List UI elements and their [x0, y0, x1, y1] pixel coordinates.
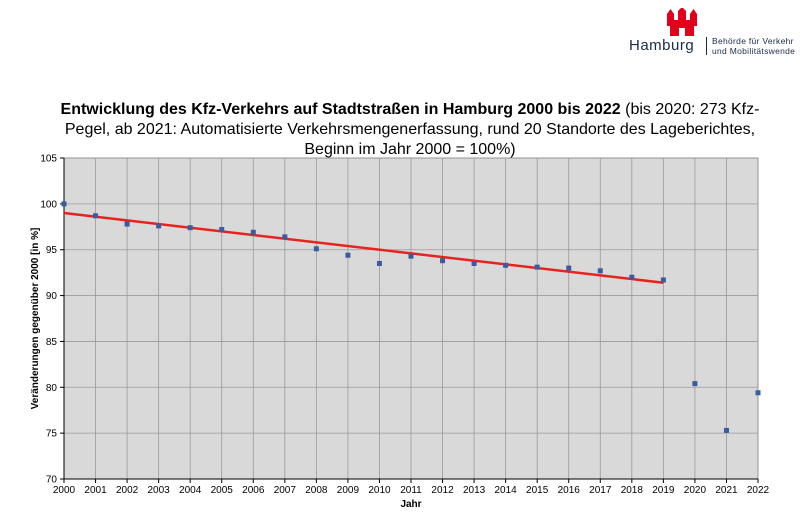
trendline-segment	[63, 211, 664, 284]
x-tick-label: 2002	[116, 485, 139, 496]
y-tick-label: 100	[40, 199, 57, 210]
y-tick-label: 80	[46, 383, 58, 394]
hamburg-castle-icon	[667, 8, 697, 36]
data-point-2020	[692, 381, 698, 387]
x-tick-label: 2018	[621, 485, 644, 496]
data-point-2015	[534, 264, 540, 270]
data-point-2012	[440, 258, 446, 264]
x-tick-label: 2010	[368, 485, 391, 496]
y-tick-label: 75	[46, 429, 58, 440]
y-tick-label: 95	[46, 245, 58, 256]
data-point-2001	[93, 213, 99, 219]
chart-title-bold: Entwicklung des Kfz-Verkehrs auf Stadtst…	[60, 101, 621, 118]
x-axis: 2000 2001 2002 2003 2004 2005 2006 2007 2008 2009…	[53, 478, 770, 496]
y-tick-label: 90	[46, 291, 58, 302]
data-point-2016	[566, 265, 572, 271]
chart-title: Entwicklung des Kfz-Verkehrs auf Stadtst…	[60, 100, 760, 160]
y-tick-label: 85	[46, 337, 58, 348]
x-tick-label: 2009	[337, 485, 360, 496]
data-point-2002	[124, 221, 130, 227]
x-tick-label: 2012	[431, 485, 454, 496]
data-points	[61, 201, 761, 433]
data-point-2013	[471, 260, 477, 266]
data-point-2018	[629, 274, 635, 280]
data-point-2005	[219, 227, 225, 233]
y-axis: 70 75 80 85 90 95 100 105	[40, 154, 65, 486]
data-point-2009	[345, 252, 351, 258]
data-point-2022	[755, 390, 761, 396]
x-tick-label: 2013	[463, 485, 486, 496]
data-point-2006	[250, 229, 256, 235]
logo-authority-line1: Behörde für Verkehr	[712, 36, 794, 46]
x-tick-label: 2020	[684, 485, 707, 496]
x-tick-label: 2017	[589, 485, 612, 496]
data-point-2008	[313, 246, 319, 252]
data-point-2021	[723, 427, 729, 433]
x-tick-label: 2008	[305, 485, 328, 496]
x-tick-label: 2022	[747, 485, 770, 496]
logo-separator	[706, 37, 707, 55]
x-tick-label: 2016	[558, 485, 581, 496]
x-tick-label: 2005	[211, 485, 234, 496]
x-tick-label: 2000	[53, 485, 76, 496]
x-tick-label: 2004	[179, 485, 202, 496]
grid-lines	[63, 157, 759, 480]
x-tick-label: 2019	[652, 485, 675, 496]
x-tick-label: 2001	[84, 485, 107, 496]
x-tick-label: 2003	[148, 485, 171, 496]
data-point-2004	[187, 225, 193, 231]
data-point-2010	[376, 260, 382, 266]
data-point-2000	[61, 201, 67, 207]
y-tick-label: 70	[46, 475, 58, 486]
data-point-2019	[660, 277, 666, 283]
x-tick-label: 2006	[242, 485, 265, 496]
data-point-2007	[282, 234, 288, 240]
chart-title-rest: (bis 2020: 273 Kfz-Pegel, ab 2021: Autom…	[64, 101, 760, 158]
x-tick-label: 2007	[274, 485, 297, 496]
data-point-2003	[156, 223, 162, 229]
x-tick-label: 2015	[526, 485, 549, 496]
x-tick-label: 2011	[400, 485, 422, 496]
x-tick-label: 2014	[495, 485, 518, 496]
data-point-2011	[408, 253, 414, 259]
x-tick-label: 2021	[715, 485, 738, 496]
logo-authority-line2: und Mobilitätswende	[712, 46, 796, 56]
hamburg-logo	[620, 8, 795, 58]
logo-wordmark: Hamburg	[629, 37, 695, 54]
y-tick-label: 105	[40, 154, 57, 165]
trendline	[63, 211, 664, 284]
y-axis-title: Veränderungen gegenüber 2000 [in %]	[30, 228, 41, 410]
data-point-2014	[503, 262, 509, 268]
x-axis-title: Jahr	[400, 499, 421, 510]
data-point-2017	[597, 268, 603, 274]
